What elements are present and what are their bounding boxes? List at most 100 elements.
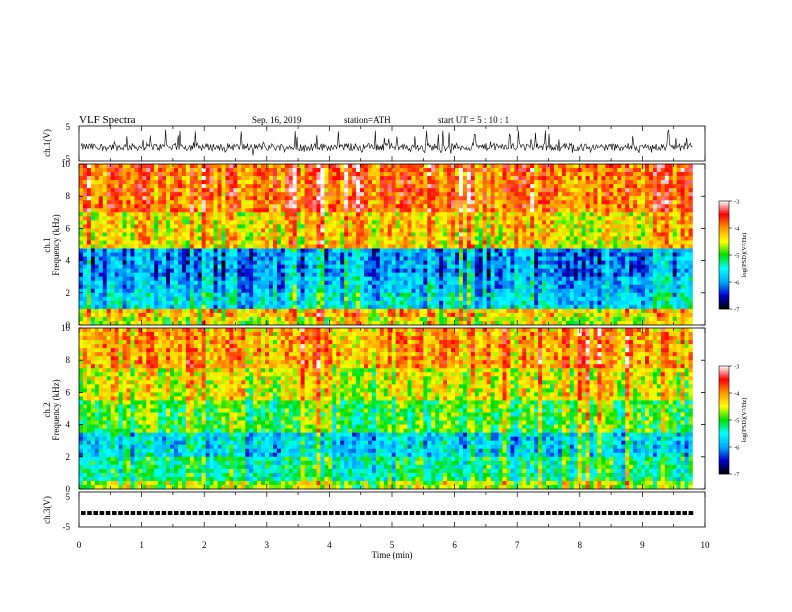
spec1-cell [221,228,225,232]
spec1-cell [657,269,661,273]
spec1-cell [522,285,526,289]
spec1-cell [649,269,653,273]
spec1-cell [467,236,471,240]
spec1-cell [530,192,534,196]
spec1-cell [641,192,645,196]
spec1-cell [241,196,245,200]
spec1-cell [320,249,324,253]
spec1-cell [214,172,218,176]
spec1-cell [665,208,669,212]
spec1-cell [95,200,99,204]
spec1-cell [245,204,249,208]
spec1-cell [514,285,518,289]
spec1-cell [594,188,598,192]
spec1-cell [574,232,578,236]
spec1-cell [522,180,526,184]
spec1-cell [503,224,507,228]
spec1-cell [111,176,115,180]
spec1-cell [372,285,376,289]
spec1-cell [586,188,590,192]
spec1-cell [534,265,538,269]
spec1-cell [95,168,99,172]
spec1-cell [170,261,174,265]
spec1-cell [503,192,507,196]
spec1-cell [210,265,214,269]
spec1-cell [629,216,633,220]
spec1-cell [99,200,103,204]
spec1-cell [633,200,637,204]
spec1-cell [586,200,590,204]
spec1-cell [198,200,202,204]
spec1-cell [625,257,629,261]
spec1-cell [249,168,253,172]
spec1-cell [578,257,582,261]
spec1-cell [415,200,419,204]
spec1-cell [451,204,455,208]
spec1-cell [506,164,510,168]
spec1-cell [87,228,91,232]
spec1-cell [95,224,99,228]
spec1-cell [158,249,162,253]
spec1-cell [590,208,594,212]
spec1-cell [566,200,570,204]
spec1-cell [427,249,431,253]
spec1-cell [376,253,380,257]
spec1-cell [281,240,285,244]
spec1-cell [562,216,566,220]
spec1-cell [677,180,681,184]
spec1-cell [657,216,661,220]
spec1-cell [237,269,241,273]
spec1-cell [415,184,419,188]
spec1-cell [281,236,285,240]
spec1-cell [669,265,673,269]
spec1-cell [597,257,601,261]
spec1-cell [206,224,210,228]
spec1-cell [245,168,249,172]
spec1-cell [182,184,186,188]
spec1-cell [348,208,352,212]
spec1-cell [419,245,423,249]
spec1-cell [423,168,427,172]
spec1-cell [510,257,514,261]
spec1-cell [613,184,617,188]
spec1-cell [289,188,293,192]
spec1-cell [130,184,134,188]
spec1-cell [103,196,107,200]
spec1-cell [431,228,435,232]
spec1-cell [503,273,507,277]
spec1-cell [245,212,249,216]
spec1-cell [605,176,609,180]
spec1-cell [665,277,669,281]
spec1-cell [586,216,590,220]
spec1-cell [162,257,166,261]
spec1-cell [427,204,431,208]
spec1-cell [621,249,625,253]
spec1-cell [130,289,134,293]
spec1-cell [491,281,495,285]
spec1-cell [142,192,146,196]
spec1-cell [396,180,400,184]
spec1-cell [265,228,269,232]
spec1-cell [653,172,657,176]
spec1-cell [119,265,123,269]
spec1-cell [178,204,182,208]
spec1-cell [182,192,186,196]
spec1-cell [415,212,419,216]
spec1-cell [554,216,558,220]
spec1-cell [455,232,459,236]
spec1-cell [384,176,388,180]
spec1-cell [178,164,182,168]
spec1-cell [400,220,404,224]
spec1-cell [491,168,495,172]
spec1-cell [384,184,388,188]
spec1-cell [87,232,91,236]
spec1-cell [499,249,503,253]
spec1-cell [241,208,245,212]
spec1-cell [249,253,253,257]
spec1-cell [689,216,693,220]
spec1-cell [459,261,463,265]
spec1-cell [661,236,665,240]
spec1-cell [281,172,285,176]
spec1-cell [455,273,459,277]
spec1-cell [281,277,285,281]
